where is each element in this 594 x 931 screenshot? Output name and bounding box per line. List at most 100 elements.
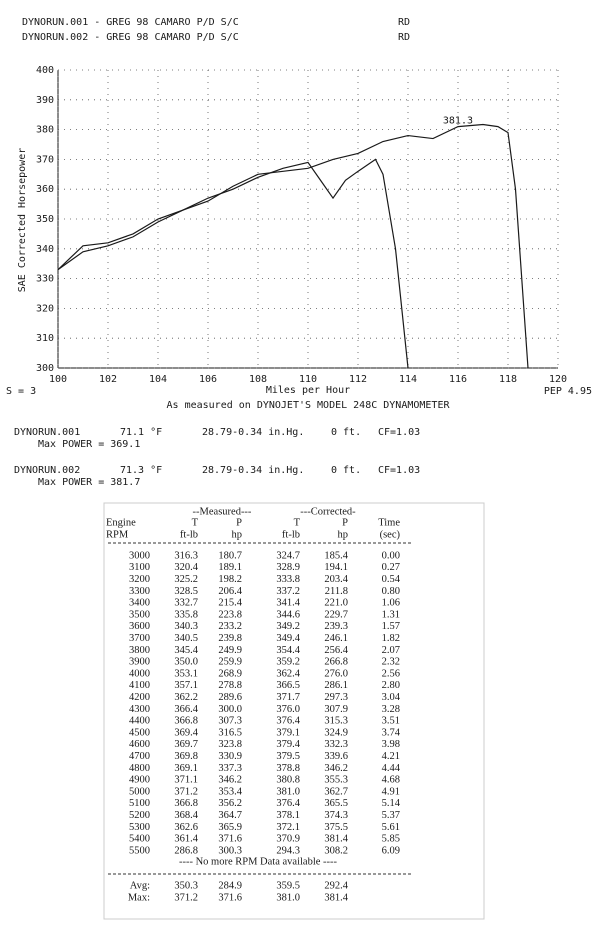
table-cell: 4.21 <box>382 751 400 762</box>
x-tick-label: 120 <box>549 374 567 385</box>
table-cell: 320.4 <box>174 562 198 573</box>
column-header: Time <box>378 517 400 528</box>
summary-cell: 371.2 <box>174 892 198 903</box>
table-cell: 372.1 <box>276 822 300 833</box>
x-tick-label: 106 <box>199 374 217 385</box>
table-cell: 194.1 <box>324 562 348 573</box>
table-cell: 341.4 <box>276 598 300 609</box>
table-cell: 5000 <box>129 786 150 797</box>
table-cell: 1.57 <box>382 621 400 632</box>
table-cell: 3.74 <box>382 727 401 738</box>
table-cell: 211.8 <box>325 586 348 597</box>
table-cell: 376.4 <box>276 798 300 809</box>
table-cell: 1.31 <box>382 609 400 620</box>
table-cell: 1.06 <box>382 598 400 609</box>
table-cell: 346.2 <box>218 775 242 786</box>
y-tick-label: 310 <box>36 333 54 344</box>
pep: PEP 4.95 <box>544 386 592 397</box>
table-cell: 371.1 <box>174 775 198 786</box>
table-cell: 223.8 <box>218 609 242 620</box>
table-cell: 381.4 <box>324 834 348 845</box>
table-cell: 369.4 <box>174 727 198 738</box>
table-cell: 362.2 <box>174 692 198 703</box>
table-cell: 3000 <box>129 550 150 561</box>
table-cell: 300.3 <box>218 845 242 856</box>
table-cell: 278.8 <box>218 680 242 691</box>
table-cell: 4200 <box>129 692 150 703</box>
summary-cell: 292.4 <box>324 880 348 891</box>
summary-cell: 284.9 <box>218 880 242 891</box>
table-cell: 3800 <box>129 645 150 656</box>
table-cell: 5400 <box>129 834 150 845</box>
table-cell: 5300 <box>129 822 150 833</box>
table-cell: 233.2 <box>218 621 242 632</box>
y-tick-label: 340 <box>36 244 54 255</box>
table-cell: 4900 <box>129 775 150 786</box>
table-cell: 349.2 <box>276 621 300 632</box>
table-cell: 215.4 <box>218 598 242 609</box>
table-cell: 286.8 <box>174 845 198 856</box>
table-cell: 2.32 <box>382 657 400 668</box>
table-cell: 289.6 <box>218 692 242 703</box>
table-cell: 339.6 <box>324 751 348 762</box>
x-tick-label: 104 <box>149 374 167 385</box>
table-cell: 332.7 <box>174 598 198 609</box>
table-cell: 4400 <box>129 716 150 727</box>
x-tick-label: 110 <box>299 374 317 385</box>
table-cell: 2.56 <box>382 668 400 679</box>
table-cell: 344.6 <box>276 609 300 620</box>
table-cell: 366.5 <box>276 680 300 691</box>
table-cell: 335.8 <box>174 609 198 620</box>
table-cell: 307.3 <box>218 716 242 727</box>
table-cell: 3.51 <box>382 716 400 727</box>
table-cell: 5.37 <box>382 810 400 821</box>
table-cell: 323.8 <box>218 739 242 750</box>
table-frame <box>103 502 485 920</box>
table-cell: 337.2 <box>276 586 300 597</box>
y-tick-label: 350 <box>36 214 54 225</box>
table-cell: 189.1 <box>218 562 242 573</box>
table-cell: 325.2 <box>174 574 198 585</box>
column-header: hp <box>338 529 349 540</box>
run-baro: 28.79-0.34 in.Hg. <box>202 465 304 476</box>
table-cell: 3900 <box>129 657 150 668</box>
table-cell: 359.2 <box>276 657 300 668</box>
table-cell: 246.1 <box>324 633 348 644</box>
table-cell: 324.9 <box>324 727 348 738</box>
summary-cell: 381.0 <box>276 892 300 903</box>
table-cell: 5100 <box>129 798 150 809</box>
table-cell: 379.5 <box>276 751 300 762</box>
run-temp: 71.1 °F <box>120 427 162 438</box>
table-cell: 0.00 <box>382 550 400 561</box>
table-cell: 2.80 <box>382 680 400 691</box>
table-cell: 3300 <box>129 586 150 597</box>
table-cell: 330.9 <box>218 751 242 762</box>
table-cell: 4.68 <box>382 775 400 786</box>
table-cell: 229.7 <box>324 609 348 620</box>
table-cell: 3600 <box>129 621 150 632</box>
table-cell: 340.5 <box>174 633 198 644</box>
table-cell: 375.5 <box>324 822 348 833</box>
table-cell: 362.6 <box>174 822 198 833</box>
table-cell: 316.3 <box>174 550 198 561</box>
run-alt: 0 ft. <box>331 465 361 476</box>
table-cell: 3.04 <box>382 692 401 703</box>
column-header: RPM <box>106 529 129 540</box>
table-cell: 353.1 <box>174 668 198 679</box>
x-tick-label: 100 <box>49 374 67 385</box>
table-cell: 5.61 <box>382 822 400 833</box>
table-cell: 0.27 <box>382 562 400 573</box>
table-cell: 4100 <box>129 680 150 691</box>
header-line: DYNORUN.002 - GREG 98 CAMARO P/D S/C <box>22 32 239 43</box>
table-cell: 368.4 <box>174 810 198 821</box>
table-cell: 349.4 <box>276 633 300 644</box>
table-cell: 365.5 <box>324 798 348 809</box>
table-cell: 4.91 <box>382 786 400 797</box>
group-header: --Measured--- <box>193 506 252 517</box>
table-cell: 5500 <box>129 845 150 856</box>
run-name: DYNORUN.002 <box>14 465 80 476</box>
table-cell: 4700 <box>129 751 150 762</box>
x-tick-label: 102 <box>99 374 117 385</box>
table-cell: 378.1 <box>276 810 300 821</box>
table-cell: 307.9 <box>324 704 348 715</box>
